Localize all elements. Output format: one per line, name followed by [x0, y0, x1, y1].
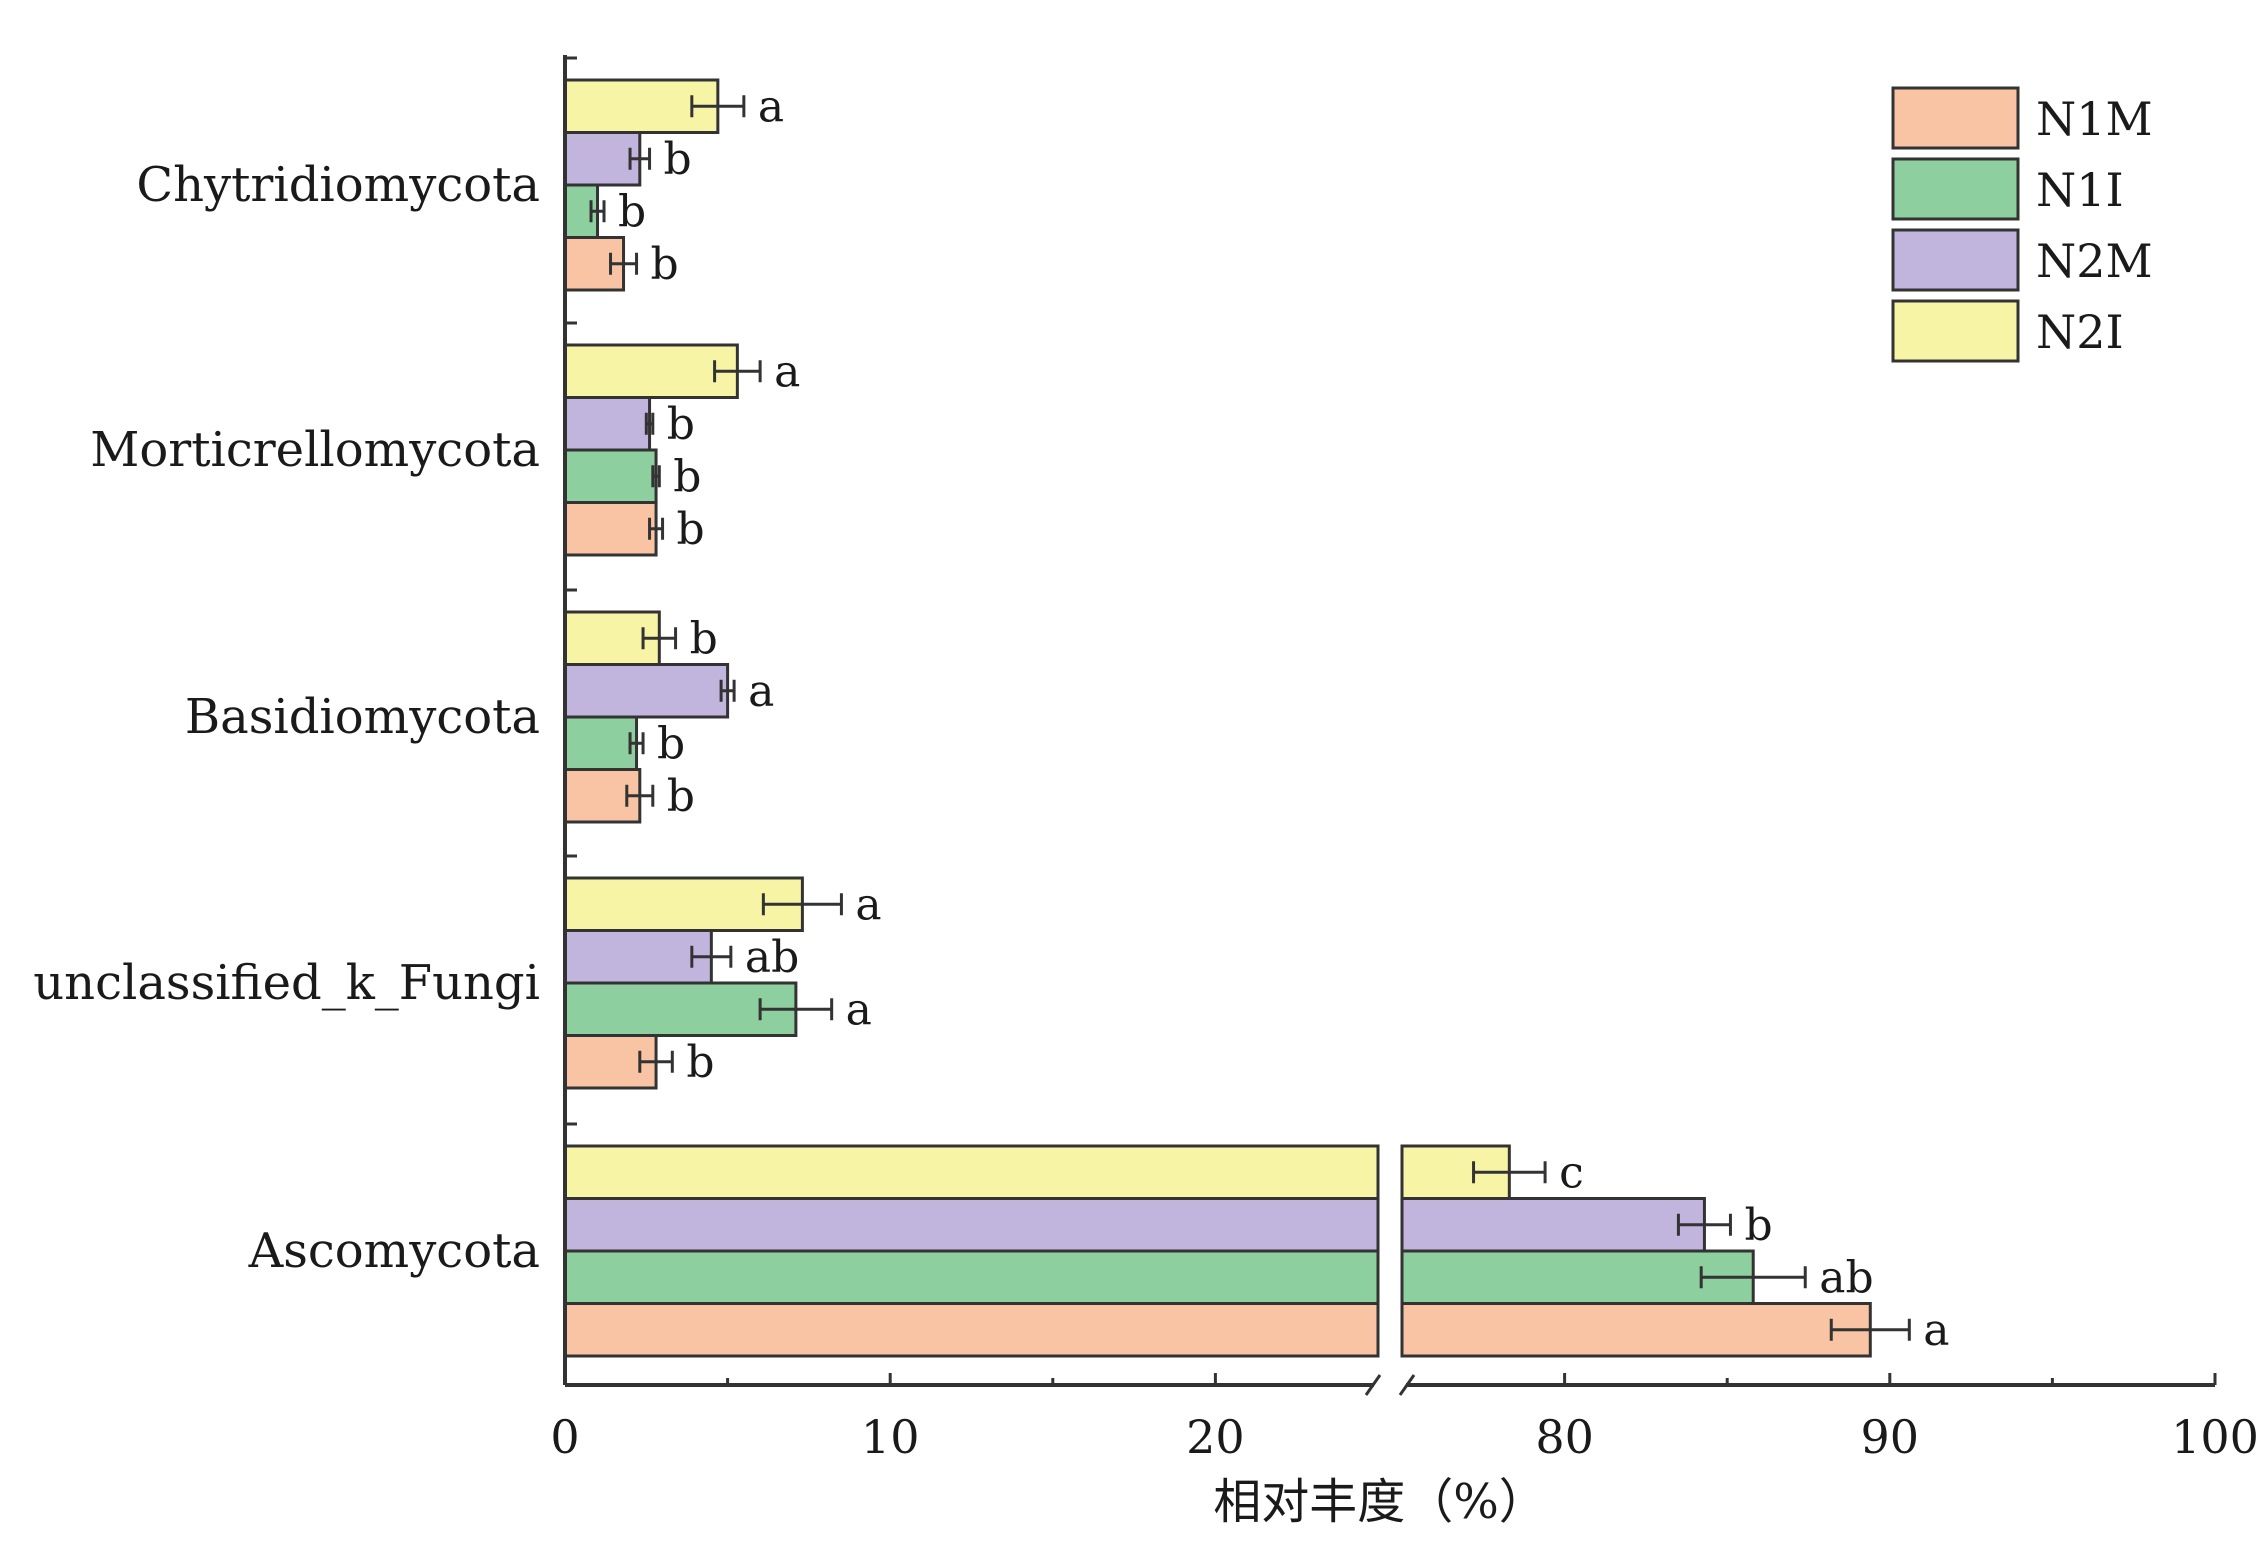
- bar: [563, 715, 639, 771]
- legend-label: N2I: [2036, 305, 2124, 359]
- significance-letter: ab: [745, 932, 799, 983]
- significance-letter: b: [667, 399, 695, 450]
- significance-letter: a: [855, 879, 881, 930]
- significance-letter: ab: [1819, 1252, 1873, 1303]
- bars-layer: [563, 78, 1911, 1358]
- significance-letter: b: [673, 451, 701, 502]
- category-label: Ascomycota: [248, 1223, 540, 1279]
- axis-break-mark: [1364, 1374, 1382, 1396]
- category-label: unclassified_k_Fungi: [33, 955, 540, 1011]
- axis-break-gap: [1380, 1140, 1400, 1390]
- x-axis-title: 相对丰度（%）: [1213, 1474, 1547, 1530]
- x-tick-label: 10: [861, 1410, 920, 1464]
- significance-letter: b: [664, 134, 692, 185]
- significance-letter: a: [774, 346, 800, 397]
- significance-letter: a: [758, 81, 784, 132]
- legend-swatch: [1891, 86, 2020, 150]
- significance-letter: b: [667, 771, 695, 822]
- significance-letter: b: [618, 186, 646, 237]
- significance-letter: b: [651, 239, 679, 290]
- significance-letter: a: [846, 984, 872, 1035]
- x-tick-label: 90: [1861, 1410, 1920, 1464]
- bar: [563, 396, 652, 452]
- x-tick-label: 0: [550, 1410, 579, 1464]
- bar: [563, 929, 713, 985]
- x-tick-label: 80: [1535, 1410, 1594, 1464]
- significance-letter: c: [1559, 1147, 1584, 1198]
- category-label: Basidiomycota: [185, 689, 540, 745]
- bar: [563, 1249, 1380, 1305]
- bar: [563, 1302, 1380, 1358]
- x-tick-label: 100: [2171, 1410, 2259, 1464]
- bar: [1400, 1302, 1872, 1358]
- category-label: Chytridiomycota: [136, 157, 540, 213]
- bar: [563, 501, 658, 557]
- significance-letter: a: [1923, 1305, 1949, 1356]
- legend-label: N1I: [2036, 163, 2124, 217]
- significance-letter: b: [657, 718, 685, 769]
- bar: [1400, 1197, 1706, 1253]
- legend-swatch: [1891, 157, 2020, 221]
- axis-break-mark: [1398, 1374, 1416, 1396]
- significance-letter: b: [1744, 1200, 1772, 1251]
- legend-swatch: [1891, 299, 2020, 363]
- significance-letter: b: [690, 613, 718, 664]
- axes-layer: [563, 55, 2217, 1396]
- category-label: Morticrellomycota: [90, 422, 540, 478]
- significance-letter: b: [677, 504, 705, 555]
- legend-label: N1M: [2036, 92, 2153, 146]
- legend-label: N2M: [2036, 234, 2153, 288]
- bar: [563, 448, 658, 504]
- bar: [563, 663, 730, 719]
- bar: [563, 1197, 1380, 1253]
- bar: [563, 1144, 1380, 1200]
- bar: [563, 343, 739, 399]
- significance-letter: b: [686, 1037, 714, 1088]
- labels-layer: ChytridiomycotabbbaMorticrellomycotabbba…: [33, 81, 2259, 1464]
- significance-letter: a: [748, 666, 774, 717]
- legend-swatch: [1891, 228, 2020, 292]
- x-tick-label: 20: [1186, 1410, 1245, 1464]
- legend: N1M N1I N2M N2I: [1891, 86, 2153, 363]
